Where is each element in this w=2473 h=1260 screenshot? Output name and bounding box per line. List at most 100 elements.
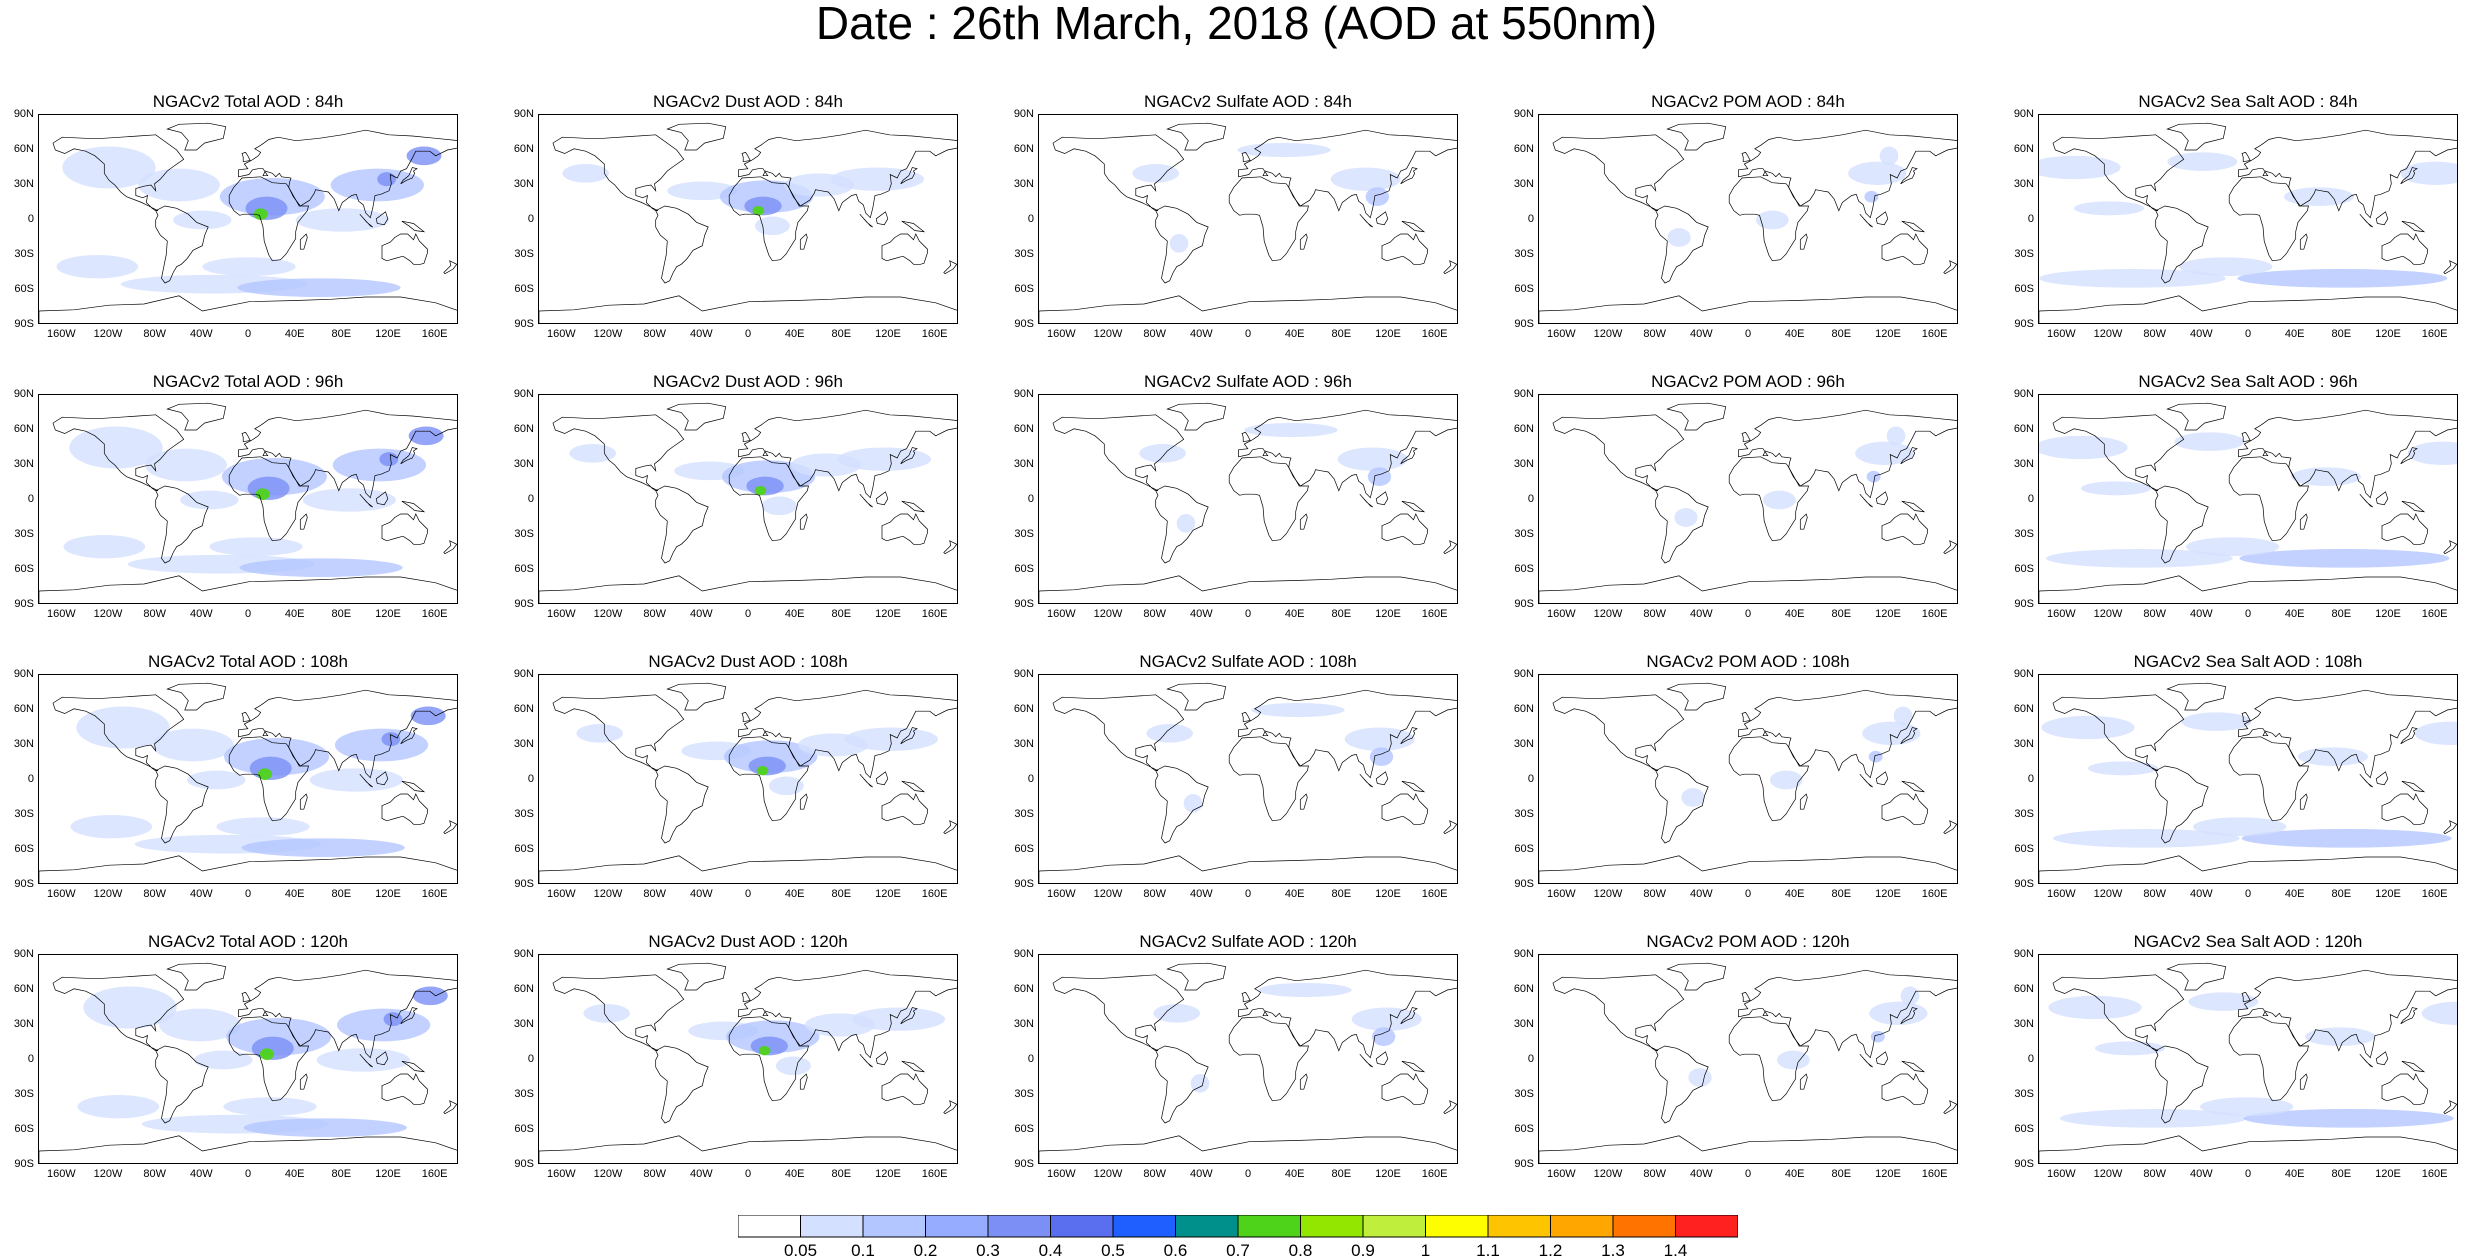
- coastline: [2228, 176, 2309, 262]
- coastline: [1728, 176, 1809, 262]
- coastline: [1241, 151, 1251, 163]
- coastline: [1052, 694, 1185, 772]
- coastline: [2375, 491, 2389, 506]
- coastline: [166, 962, 227, 991]
- lat-tick-label: 30S: [1514, 808, 1534, 820]
- coastline: [2166, 682, 2227, 711]
- lon-tick-label: 80E: [331, 608, 352, 620]
- coastline: [2238, 129, 2457, 219]
- lat-tick-label: 90S: [1514, 318, 1534, 330]
- aod-area: [1153, 1004, 1200, 1023]
- aod-area: [332, 448, 427, 482]
- lon-tick-label: 160W: [46, 1168, 76, 1180]
- lat-tick-label: 30N: [2013, 458, 2034, 470]
- lon-tick-label: 120W: [2093, 888, 2123, 900]
- lon-tick-label: 160E: [921, 608, 948, 620]
- coastline: [1539, 1135, 1957, 1163]
- panel-title: NGACv2 Sea Salt AOD : 84h: [2138, 92, 2358, 111]
- aod-area: [2053, 829, 2240, 848]
- coastline: [539, 295, 957, 323]
- map-panel: NGACv2 Sulfate AOD : 84h 90N 60N 30N 0 30S 60S…: [1014, 92, 1508, 340]
- world-map: [1038, 954, 1458, 1164]
- aod-area: [259, 1048, 274, 1060]
- aod-area: [2188, 992, 2259, 1011]
- coastline: [401, 500, 426, 513]
- lon-tick-label: 0: [744, 608, 752, 620]
- lat-tick-label: 90N: [513, 388, 534, 400]
- colorbar-swatch: [925, 1215, 989, 1238]
- map-canvas: [1539, 402, 1957, 603]
- lon-tick-label: 120E: [1875, 1168, 1901, 1180]
- aod-area: [330, 168, 425, 202]
- panel-title: NGACv2 Total AOD : 120h: [147, 932, 348, 951]
- colorbar-tick-label: 0.5: [1101, 1241, 1125, 1260]
- coastline: [1228, 1016, 1309, 1102]
- lon-tick-label: 160E: [1421, 328, 1448, 340]
- lat-tick-label: 30S: [14, 1088, 34, 1100]
- colorbar-swatch: [1487, 1215, 1551, 1238]
- lat-tick-label: 30S: [1514, 1088, 1534, 1100]
- coastline: [2039, 575, 2457, 603]
- coastline: [1881, 513, 1928, 545]
- lat-tick-label: 30S: [514, 528, 534, 540]
- coastline: [2155, 485, 2209, 564]
- coastline: [1728, 736, 1809, 822]
- coastline: [1741, 431, 1751, 443]
- coastline: [1401, 220, 1426, 233]
- lon-tick-label: 160E: [1921, 608, 1948, 620]
- lat-tick-label: 90S: [1514, 878, 1534, 890]
- lon-tick-label: 40W: [1690, 328, 1713, 340]
- coastline: [2052, 134, 2185, 212]
- lat-tick-label: 90N: [1013, 668, 1034, 680]
- aod-area: [1879, 146, 1899, 166]
- aod-area: [562, 164, 609, 183]
- coastline: [443, 1100, 457, 1115]
- lon-tick-label: 80W: [2143, 608, 2166, 620]
- coastline: [1741, 991, 1751, 1003]
- lon-tick-label: 0: [244, 888, 252, 900]
- coastline: [1799, 1073, 1808, 1090]
- lat-tick-label: 60S: [1014, 283, 1034, 295]
- coastline: [1943, 1100, 1957, 1115]
- coastline: [166, 682, 227, 711]
- lon-tick-label: 0: [1744, 888, 1752, 900]
- lat-tick-label: 30N: [1513, 458, 1534, 470]
- lon-tick-label: 0: [1744, 328, 1752, 340]
- lon-tick-label: 40E: [1784, 888, 1805, 900]
- coastline: [1552, 974, 1685, 1052]
- coastline: [875, 771, 889, 786]
- world-map: [38, 114, 458, 324]
- aod-area: [70, 815, 153, 839]
- lat-tick-label: 30N: [513, 458, 534, 470]
- map-canvas: [1039, 402, 1457, 603]
- lon-tick-label: 40E: [284, 1168, 305, 1180]
- coastline: [1728, 456, 1809, 542]
- aod-area: [1371, 1027, 1396, 1046]
- coastline: [799, 1073, 808, 1090]
- colorbar-tick-label: 1.2: [1538, 1241, 1563, 1260]
- coastline: [39, 855, 457, 883]
- aod-area: [2046, 549, 2233, 568]
- coastline: [539, 575, 957, 603]
- aod-area: [410, 706, 446, 726]
- aod-area: [1777, 1050, 1810, 1070]
- lat-tick-label: 90N: [513, 948, 534, 960]
- lon-tick-label: 80E: [831, 1168, 852, 1180]
- coastline: [299, 1073, 308, 1090]
- aod-area: [152, 728, 234, 762]
- lat-tick-label: 90N: [13, 948, 34, 960]
- coastline: [155, 485, 209, 564]
- lat-tick-label: 30S: [2014, 1088, 2034, 1100]
- map-panel: NGACv2 Sea Salt AOD : 120h 90N 60N 30N 0 30S 6…: [2014, 932, 2473, 1180]
- world-map: [1038, 114, 1458, 324]
- lon-tick-label: 0: [1744, 608, 1752, 620]
- lon-tick-label: 160W: [46, 608, 76, 620]
- coastline: [238, 689, 457, 779]
- lon-tick-label: 0: [1244, 1168, 1252, 1180]
- coastline: [1881, 1073, 1928, 1105]
- lon-tick-label: 80W: [643, 1168, 666, 1180]
- lat-tick-label: 30N: [1013, 1018, 1034, 1030]
- aod-area: [1190, 1074, 1210, 1093]
- coastline: [2039, 1135, 2457, 1163]
- coastline: [881, 513, 928, 545]
